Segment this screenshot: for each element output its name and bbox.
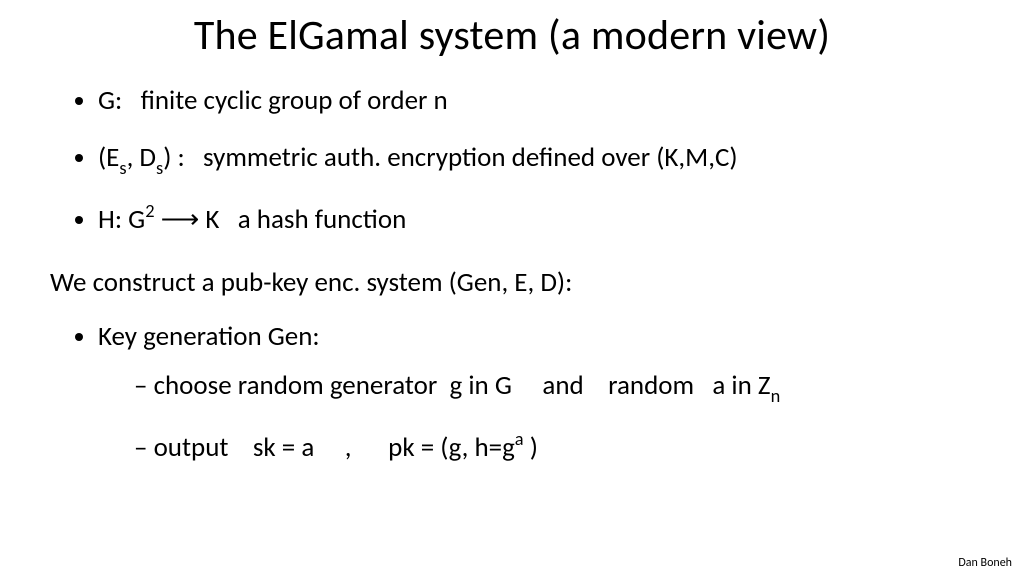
dash-choose: choose random generator g in G and rando…	[134, 368, 974, 407]
text: output sk = a , pk = (g, h=g	[154, 431, 515, 464]
subscript: s	[119, 157, 126, 179]
dash-list: choose random generator g in G and rando…	[98, 368, 974, 465]
footer-author: Dan Boneh	[958, 556, 1012, 570]
slide: The ElGamal system (a modern view) G: fi…	[0, 0, 1024, 576]
text: , D	[127, 141, 156, 174]
text: ⟶ K a hash function	[155, 203, 407, 236]
superscript: a	[515, 428, 524, 450]
bullet-es-ds: (Es, Ds) : symmetric auth. encryption de…	[98, 140, 974, 179]
text: G: finite cyclic group of order n	[98, 84, 448, 117]
subscript: s	[156, 157, 163, 179]
text: H: G	[98, 203, 145, 236]
bullet-list-second: Key generation Gen: choose random genera…	[50, 319, 974, 465]
text: )	[524, 431, 538, 464]
bullet-keygen: Key generation Gen: choose random genera…	[98, 319, 974, 465]
dash-output: output sk = a , pk = (g, h=ga )	[134, 429, 974, 465]
text: (E	[98, 141, 119, 174]
subscript: n	[771, 385, 781, 407]
text: Key generation Gen:	[98, 320, 320, 353]
text: ) : symmetric auth. encryption defined o…	[163, 141, 737, 174]
intro-line: We construct a pub-key enc. system (Gen,…	[50, 265, 974, 300]
bullet-list-top: G: finite cyclic group of order n (Es, D…	[50, 83, 974, 237]
bullet-h: H: G2 ⟶ K a hash function	[98, 201, 974, 237]
slide-title: The ElGamal system (a modern view)	[50, 10, 974, 61]
text: choose random generator g in G and rando…	[154, 369, 771, 402]
bullet-g: G: finite cyclic group of order n	[98, 83, 974, 118]
superscript: 2	[145, 200, 154, 222]
